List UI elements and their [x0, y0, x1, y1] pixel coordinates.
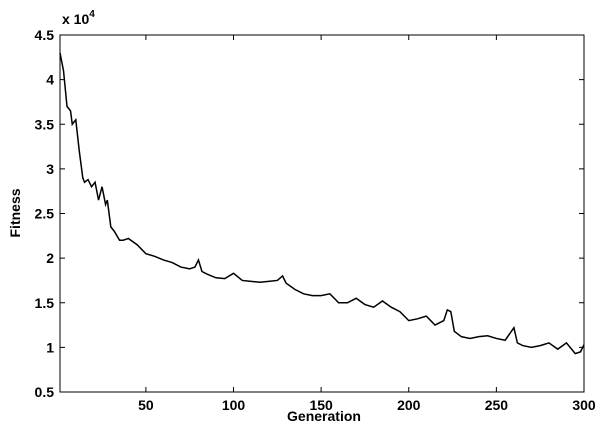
y-tick-label: 1	[46, 339, 54, 355]
y-multiplier-exponent: 4	[89, 9, 95, 20]
plot-area	[59, 34, 585, 393]
x-tick-label: 250	[485, 397, 509, 413]
y-tick-label: 1.5	[35, 295, 55, 311]
y-multiplier-base: x 10	[62, 11, 89, 27]
x-tick-label: 200	[397, 397, 421, 413]
y-tick-label: 3.5	[35, 116, 55, 132]
line	[59, 52, 585, 355]
x-tick-label: 300	[572, 397, 596, 413]
y-axis-label: Fitness	[7, 188, 23, 237]
y-tick-label: 3	[46, 161, 54, 177]
y-tick-label: 2.5	[35, 206, 55, 222]
y-tick-label: 0.5	[35, 384, 55, 400]
y-multiplier: x 104	[62, 9, 95, 27]
x-tick-label: 50	[138, 397, 154, 413]
y-tick-label: 4.5	[35, 27, 55, 43]
x-tick-label: 150	[309, 397, 333, 413]
y-tick-label: 4	[46, 72, 54, 88]
x-axis-label: Generation	[287, 408, 361, 424]
x-tick-label: 100	[222, 397, 246, 413]
y-tick-label: 2	[46, 250, 54, 266]
